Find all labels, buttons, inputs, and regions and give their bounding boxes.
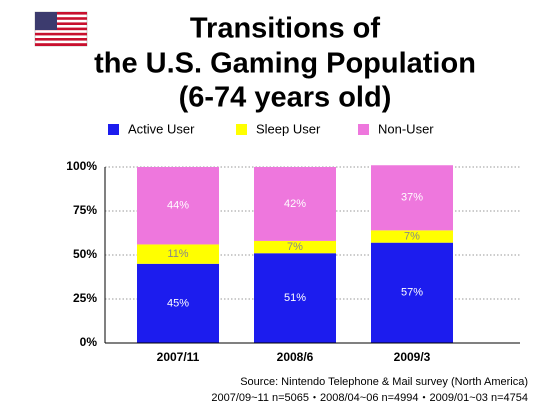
x-tick-label: 2007/11: [157, 350, 200, 364]
sample-note: 2007/09~11 n=5065・2008/04~06 n=4994・2009…: [211, 392, 528, 404]
x-tick-label: 2008/6: [277, 350, 314, 364]
legend-swatch: [236, 124, 247, 135]
value-label: 57%: [401, 287, 423, 299]
y-tick-label: 0%: [80, 335, 98, 349]
legend-swatch: [358, 124, 369, 135]
chart-title: Transitions of: [190, 13, 380, 45]
value-label: 44%: [167, 200, 189, 212]
bar-segment: [254, 167, 336, 241]
bar-segment: [254, 253, 336, 343]
value-label: 11%: [167, 248, 188, 260]
bar-segment: [371, 242, 453, 343]
x-tick-label: 2009/3: [394, 350, 431, 364]
value-label: 7%: [404, 230, 420, 242]
value-label: 45%: [167, 297, 189, 309]
legend-label: Active User: [128, 121, 195, 136]
legend-label: Non-User: [378, 121, 434, 136]
chart-title: the U.S. Gaming Population: [94, 48, 476, 80]
y-tick-label: 25%: [73, 291, 97, 305]
bar-segment: [371, 165, 453, 231]
value-label: 42%: [284, 198, 306, 210]
value-label: 7%: [287, 241, 303, 253]
legend-label: Sleep User: [256, 121, 321, 136]
y-tick-label: 75%: [73, 203, 97, 217]
bar-segment: [137, 263, 219, 343]
legend-swatch: [108, 124, 119, 135]
bar-segment: [137, 244, 219, 264]
value-label: 37%: [401, 192, 423, 204]
chart-title: (6-74 years old): [179, 82, 392, 114]
bar-segment: [254, 240, 336, 254]
value-label: 51%: [284, 292, 306, 304]
flag: [34, 11, 88, 47]
y-tick-label: 50%: [73, 247, 97, 261]
bar-segment: [137, 167, 219, 245]
source-note: Source: Nintendo Telephone & Mail survey…: [240, 376, 528, 388]
y-tick-label: 100%: [66, 159, 97, 173]
bar-segment: [371, 230, 453, 243]
